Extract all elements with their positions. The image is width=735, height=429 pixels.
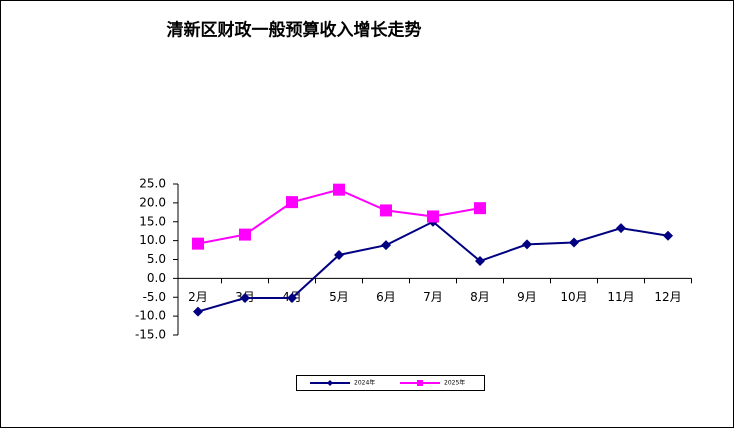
legend-label: 2024年 <box>354 379 375 387</box>
data-point <box>569 237 579 248</box>
x-tick-label: 5月 <box>329 290 349 304</box>
data-point <box>522 239 532 250</box>
data-point <box>333 183 345 196</box>
legend-marker <box>417 380 423 386</box>
data-point <box>240 293 250 304</box>
legend-marker <box>327 380 333 386</box>
data-point <box>381 240 391 251</box>
legend-box <box>296 375 485 391</box>
y-tick-label: 15.0 <box>139 214 166 228</box>
y-tick-label: -10.0 <box>135 309 166 323</box>
data-point <box>475 256 485 267</box>
x-tick-label: 8月 <box>470 290 490 304</box>
data-point <box>427 210 439 223</box>
y-tick-label: 10.0 <box>139 233 166 247</box>
y-tick-label: 20.0 <box>139 195 166 209</box>
legend-label: 2025年 <box>444 379 465 387</box>
x-tick-label: 7月 <box>423 290 443 304</box>
data-point <box>192 237 204 250</box>
x-tick-label: 12月 <box>654 290 681 304</box>
data-point <box>239 228 251 241</box>
data-point <box>380 204 392 217</box>
data-point <box>286 196 298 209</box>
x-tick-label: 11月 <box>607 290 634 304</box>
data-point <box>334 249 344 260</box>
y-tick-label: -5.0 <box>143 290 166 304</box>
y-tick-label: -15.0 <box>135 328 166 342</box>
y-tick-label: 25.0 <box>139 177 166 191</box>
data-point <box>616 223 626 234</box>
x-tick-label: 9月 <box>517 290 537 304</box>
x-tick-label: 2月 <box>188 290 208 304</box>
data-point <box>474 202 486 215</box>
data-point <box>287 293 297 304</box>
data-point <box>193 306 203 317</box>
chart-title: 清新区财政一般预算收入增长走势 <box>167 20 422 41</box>
x-tick-label: 10月 <box>560 290 587 304</box>
x-tick-label: 6月 <box>376 290 396 304</box>
y-tick-label: 5.0 <box>147 252 166 266</box>
y-tick-label: 0.0 <box>147 271 166 285</box>
data-point <box>663 230 673 241</box>
